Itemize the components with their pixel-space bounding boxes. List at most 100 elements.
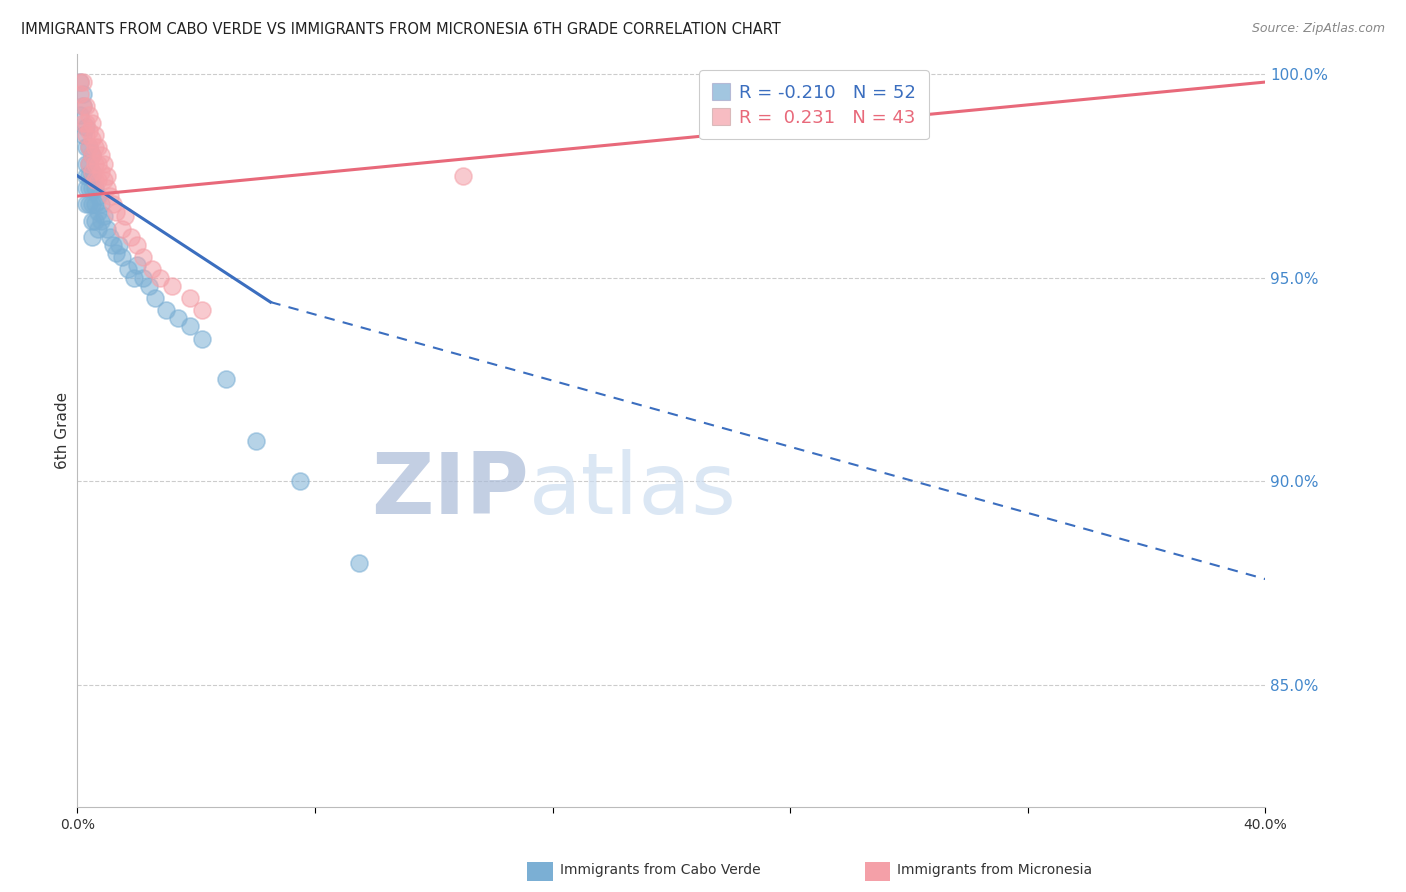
Point [82,230,104,244]
Point [93,173,115,187]
Point [90,213,112,227]
Point [87,156,110,170]
Point [101,197,124,211]
Point [179,291,201,305]
Point [84,140,107,154]
Point [72,87,94,102]
Point [82,213,104,227]
Point [69,75,91,89]
Point [84,213,107,227]
Point [72,128,94,142]
Point [77,140,100,154]
Point [125,238,148,252]
Point [75,99,97,113]
Point [104,205,127,219]
Point [90,197,112,211]
Point [82,148,104,162]
Point [82,181,104,195]
Point [82,169,104,183]
Text: Source: ZipAtlas.com: Source: ZipAtlas.com [1251,22,1385,36]
Point [69,87,91,102]
Legend: R = -0.210   N = 52, R =  0.231   N = 43: R = -0.210 N = 52, R = 0.231 N = 43 [699,70,928,139]
Point [72,75,94,89]
Point [191,303,214,318]
Point [75,197,97,211]
Point [108,238,131,252]
Point [453,169,475,183]
Point [191,332,214,346]
Point [96,169,118,183]
Point [131,270,153,285]
Point [82,132,104,146]
Point [77,156,100,170]
Point [77,197,100,211]
Point [93,156,115,170]
Point [162,278,184,293]
Point [93,210,115,224]
Point [77,169,100,183]
Point [82,116,104,130]
Point [143,291,166,305]
Point [75,156,97,170]
Point [349,556,371,570]
Text: IMMIGRANTS FROM CABO VERDE VS IMMIGRANTS FROM MICRONESIA 6TH GRADE CORRELATION C: IMMIGRANTS FROM CABO VERDE VS IMMIGRANTS… [21,22,780,37]
Point [104,246,127,260]
Point [82,197,104,211]
Y-axis label: 6th Grade: 6th Grade [55,392,70,469]
Point [75,116,97,130]
Point [117,262,139,277]
Point [167,311,190,326]
Point [72,99,94,113]
Point [75,120,97,134]
Point [245,434,267,448]
Point [215,372,238,386]
Point [82,164,104,178]
Point [72,116,94,130]
Point [120,230,142,244]
Point [87,221,110,235]
Point [77,156,100,170]
Point [82,164,104,178]
Point [82,148,104,162]
Text: atlas: atlas [529,450,737,533]
Text: Immigrants from Micronesia: Immigrants from Micronesia [897,863,1092,877]
Point [179,319,201,334]
Point [114,210,136,224]
Point [111,250,134,264]
Point [141,262,163,277]
Point [77,181,100,195]
Point [96,181,118,195]
Point [138,278,160,293]
Point [77,124,100,138]
Point [288,475,311,489]
Point [87,173,110,187]
Point [87,140,110,154]
Point [75,140,97,154]
Point [75,169,97,183]
Point [155,303,177,318]
Point [69,75,91,89]
Point [84,156,107,170]
Point [149,270,172,285]
Point [75,128,97,142]
Point [98,189,121,203]
Point [90,164,112,178]
Text: Immigrants from Cabo Verde: Immigrants from Cabo Verde [560,863,761,877]
Text: ZIP: ZIP [371,450,529,533]
Point [84,173,107,187]
Point [98,230,121,244]
Point [69,108,91,122]
Point [111,221,134,235]
Point [87,205,110,219]
Point [131,250,153,264]
Point [90,148,112,162]
Point [87,189,110,203]
Point [75,181,97,195]
Point [84,128,107,142]
Point [101,238,124,252]
Point [84,197,107,211]
Point [77,108,100,122]
Point [122,270,145,285]
Point [72,99,94,113]
Point [84,181,107,195]
